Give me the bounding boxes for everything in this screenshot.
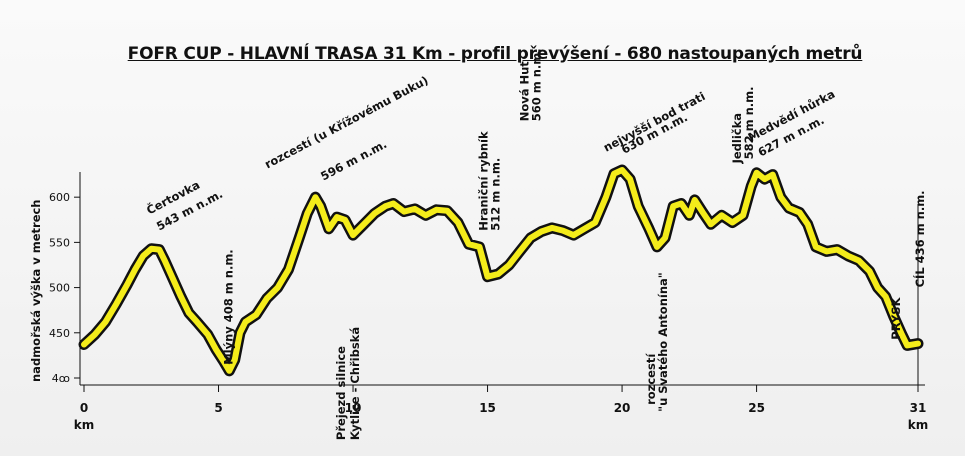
- annotation-label: 596 m n.m.: [318, 137, 389, 184]
- y-tick-label: 4ꝏ: [52, 372, 70, 385]
- x-ticks: 0 5 10 15 20 25 31: [80, 385, 927, 415]
- annotation-label: Hraniční rybník: [477, 131, 491, 231]
- annotation-label: nejvyšší bod trati: [601, 89, 708, 155]
- x-tick-label: 15: [479, 401, 496, 415]
- annotation-label: 560 m n.m.: [530, 48, 544, 121]
- x-unit-label-left: km: [74, 418, 94, 432]
- annotation-label: Mlýny 408 m n.m.: [221, 249, 235, 364]
- y-ticks: 4ꝏ 450 500 550 600: [49, 191, 80, 385]
- annotation-label: Kytlice - Chřibská: [348, 327, 362, 440]
- annotation-label: "u Svatého Antonína": [656, 272, 670, 412]
- x-tick-label: 31: [910, 401, 927, 415]
- y-tick-label: 500: [49, 282, 70, 295]
- elevation-line: [81, 167, 921, 374]
- x-tick-label: 5: [214, 401, 222, 415]
- x-tick-label: 20: [614, 401, 631, 415]
- x-tick-label: 10: [345, 401, 362, 415]
- y-axis-label: nadmořská výška v metrech: [29, 200, 43, 383]
- annotation-label: Nová Huť: [518, 61, 532, 122]
- annotation-label: 582 m n.m.: [742, 86, 756, 159]
- annotation-label: CÍL 436 m n.m.: [912, 190, 927, 287]
- y-tick-label: 600: [49, 191, 70, 204]
- chart-title: FOFR CUP - HLAVNÍ TRASA 31 Km - profil p…: [127, 44, 863, 64]
- y-tick-label: 450: [49, 327, 70, 340]
- annotation-label: rozcestí: [644, 353, 658, 405]
- annotation-label: Přejezd silnice: [334, 346, 348, 440]
- x-tick-label: 25: [748, 401, 765, 415]
- annotation-label: 512 m n.m.: [489, 158, 503, 231]
- x-tick-label: 0: [80, 401, 88, 415]
- x-unit-label-right: km: [908, 418, 928, 432]
- annotation-label: Jedlička: [730, 113, 744, 164]
- y-tick-label: 550: [49, 236, 70, 249]
- annotation-label: PRYSK: [889, 296, 903, 339]
